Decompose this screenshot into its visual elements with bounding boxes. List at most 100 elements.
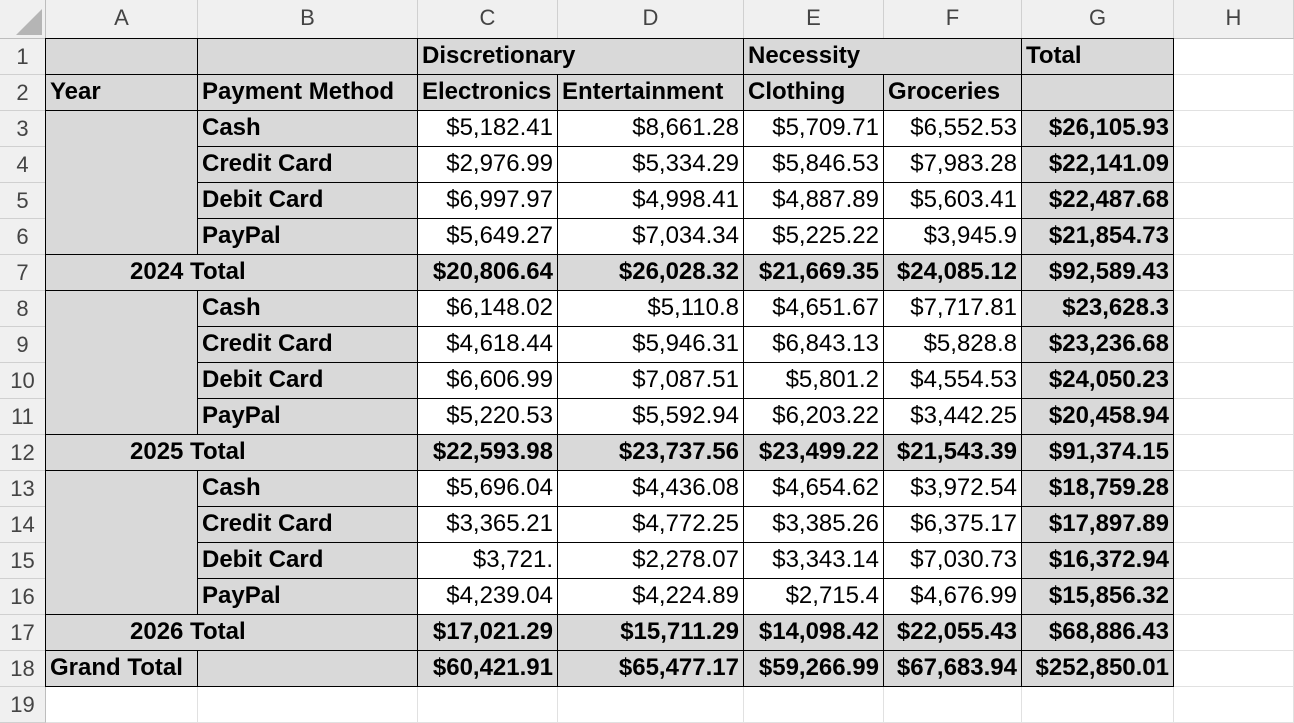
row-total-cell[interactable]: $15,856.32 [1021,578,1174,615]
year-total-total[interactable]: $68,886.43 [1021,614,1174,651]
select-all-corner[interactable] [0,0,46,39]
payment-method-label[interactable]: Cash [197,110,418,147]
year-total-value[interactable]: $20,806.64 [417,254,558,291]
payment-method-label[interactable]: Cash [197,470,418,507]
category-header[interactable]: Clothing [743,74,884,111]
value-cell[interactable]: $6,606.99 [417,362,558,399]
value-cell[interactable]: $6,552.53 [883,110,1022,147]
group-header-discretionary[interactable]: Discretionary [417,38,744,75]
value-cell[interactable]: $5,182.41 [417,110,558,147]
row-label-payment-method[interactable]: Payment Method [197,74,418,111]
value-cell[interactable]: $5,649.27 [417,218,558,255]
year-total-value[interactable]: $24,085.12 [883,254,1022,291]
value-cell[interactable]: $6,148.02 [417,290,558,327]
value-cell[interactable]: $4,998.41 [557,182,744,219]
payment-method-label[interactable]: Credit Card [197,326,418,363]
row-total-cell[interactable]: $22,141.09 [1021,146,1174,183]
row-total-cell[interactable]: $24,050.23 [1021,362,1174,399]
value-cell[interactable]: $4,772.25 [557,506,744,543]
payment-method-label[interactable]: Cash [197,290,418,327]
year-total-value[interactable]: $26,028.32 [557,254,744,291]
value-cell[interactable]: $6,375.17 [883,506,1022,543]
year-total-label[interactable]: 2025 Total [45,434,418,471]
value-cell[interactable]: $3,442.25 [883,398,1022,435]
value-cell[interactable]: $2,278.07 [557,542,744,579]
value-cell[interactable]: $5,828.8 [883,326,1022,363]
row-header-10[interactable]: 10 [0,363,46,399]
year-total-total[interactable]: $92,589.43 [1021,254,1174,291]
row-total-cell[interactable]: $23,628.3 [1021,290,1174,327]
column-header-e[interactable]: E [744,0,884,39]
value-cell[interactable]: $5,225.22 [743,218,884,255]
row-header-3[interactable]: 3 [0,111,46,147]
column-header-c[interactable]: C [418,0,558,39]
year-group-cell[interactable] [45,290,198,435]
group-header-necessity[interactable]: Necessity [743,38,1022,75]
column-header-a[interactable]: A [46,0,198,39]
value-cell[interactable]: $4,239.04 [417,578,558,615]
row-header-15[interactable]: 15 [0,543,46,579]
value-cell[interactable]: $4,654.62 [743,470,884,507]
row-header-6[interactable]: 6 [0,219,46,255]
payment-method-label[interactable]: PayPal [197,398,418,435]
year-group-cell[interactable] [45,110,198,255]
value-cell[interactable]: $5,592.94 [557,398,744,435]
payment-method-label[interactable]: PayPal [197,218,418,255]
row-header-14[interactable]: 14 [0,507,46,543]
value-cell[interactable]: $6,843.13 [743,326,884,363]
row-header-5[interactable]: 5 [0,183,46,219]
category-header[interactable]: Entertainment [557,74,744,111]
payment-method-label[interactable]: Credit Card [197,506,418,543]
value-cell[interactable]: $5,846.53 [743,146,884,183]
row-header-12[interactable]: 12 [0,435,46,471]
value-cell[interactable]: $8,661.28 [557,110,744,147]
row-header-13[interactable]: 13 [0,471,46,507]
year-total-value[interactable]: $22,055.43 [883,614,1022,651]
value-cell[interactable]: $5,801.2 [743,362,884,399]
value-cell[interactable]: $5,603.41 [883,182,1022,219]
row-total-cell[interactable]: $22,487.68 [1021,182,1174,219]
row-header-16[interactable]: 16 [0,579,46,615]
column-header-h[interactable]: H [1174,0,1294,39]
payment-method-label[interactable]: Debit Card [197,542,418,579]
value-cell[interactable]: $5,946.31 [557,326,744,363]
year-total-value[interactable]: $14,098.42 [743,614,884,651]
row-total-cell[interactable]: $23,236.68 [1021,326,1174,363]
value-cell[interactable]: $4,436.08 [557,470,744,507]
payment-method-label[interactable]: Credit Card [197,146,418,183]
row-total-cell[interactable]: $18,759.28 [1021,470,1174,507]
row-header-18[interactable]: 18 [0,651,46,687]
value-cell[interactable]: $4,618.44 [417,326,558,363]
year-total-label[interactable]: 2024 Total [45,254,418,291]
value-cell[interactable]: $5,334.29 [557,146,744,183]
grand-total-value[interactable]: $59,266.99 [743,650,884,687]
column-header-d[interactable]: D [558,0,744,39]
value-cell[interactable]: $7,087.51 [557,362,744,399]
pivot-blank-cell[interactable] [1021,74,1174,111]
year-total-value[interactable]: $17,021.29 [417,614,558,651]
row-header-7[interactable]: 7 [0,255,46,291]
payment-method-label[interactable]: Debit Card [197,182,418,219]
payment-method-label[interactable]: Debit Card [197,362,418,399]
grand-total-value[interactable]: $65,477.17 [557,650,744,687]
group-header-total[interactable]: Total [1021,38,1174,75]
row-total-cell[interactable]: $20,458.94 [1021,398,1174,435]
value-cell[interactable]: $3,385.26 [743,506,884,543]
row-total-cell[interactable]: $21,854.73 [1021,218,1174,255]
value-cell[interactable]: $6,997.97 [417,182,558,219]
value-cell[interactable]: $3,945.9 [883,218,1022,255]
row-header-17[interactable]: 17 [0,615,46,651]
payment-method-label[interactable]: PayPal [197,578,418,615]
year-total-value[interactable]: $21,543.39 [883,434,1022,471]
value-cell[interactable]: $6,203.22 [743,398,884,435]
row-total-cell[interactable]: $16,372.94 [1021,542,1174,579]
year-total-value[interactable]: $23,737.56 [557,434,744,471]
grand-total-total[interactable]: $252,850.01 [1021,650,1174,687]
row-total-cell[interactable]: $17,897.89 [1021,506,1174,543]
row-header-1[interactable]: 1 [0,39,46,75]
value-cell[interactable]: $4,676.99 [883,578,1022,615]
column-header-f[interactable]: F [884,0,1022,39]
column-header-g[interactable]: G [1022,0,1174,39]
value-cell[interactable]: $4,224.89 [557,578,744,615]
